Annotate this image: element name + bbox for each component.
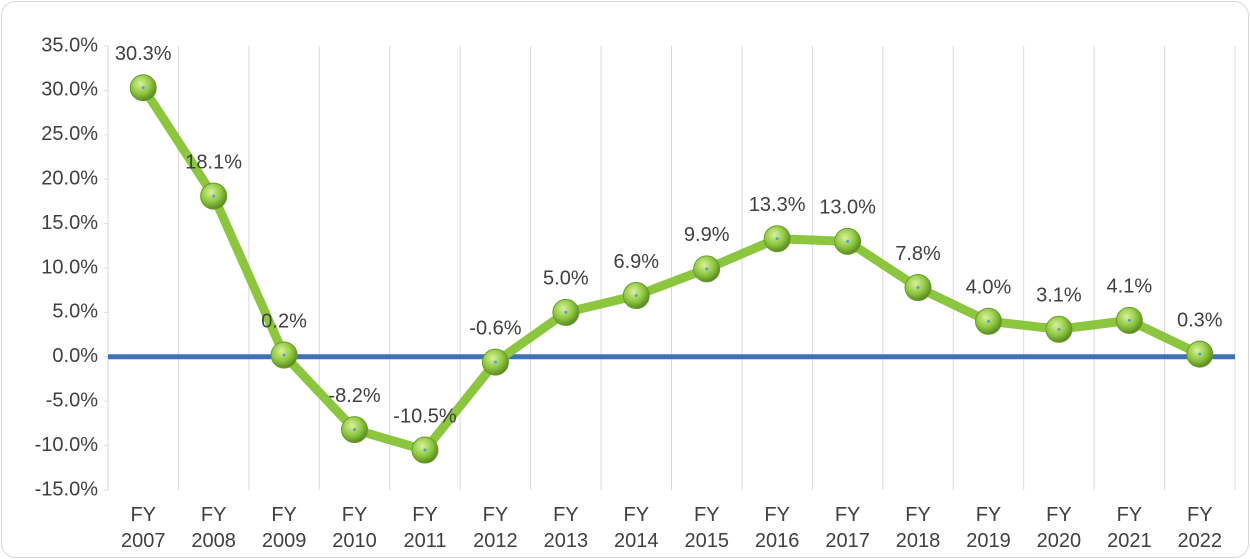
marker-center [1127, 318, 1131, 322]
marker-center [846, 239, 850, 243]
data-label: 13.3% [749, 194, 806, 216]
marker-center [423, 448, 427, 452]
data-label: 0.3% [1177, 309, 1223, 331]
marker-center [353, 428, 357, 432]
y-tick-label: 15.0% [41, 212, 98, 234]
y-tick-label: -15.0% [35, 478, 99, 500]
y-tick-label: 10.0% [41, 256, 98, 278]
data-label: 3.1% [1036, 285, 1082, 307]
x-tick-label: FY 2011 [403, 504, 447, 552]
marker-center [775, 237, 779, 241]
data-label: 18.1% [185, 151, 242, 173]
x-tick-label: FY 2015 [684, 504, 729, 552]
x-tick-label: FY 2021 [1107, 504, 1152, 552]
y-tick-label: -10.0% [35, 434, 99, 456]
x-tick-label: FY 2018 [895, 504, 941, 552]
data-label: 5.0% [543, 268, 589, 290]
data-label: -0.6% [469, 317, 521, 339]
marker-center [212, 194, 216, 198]
x-tick-label: FY 2016 [754, 504, 800, 552]
data-label: 7.8% [895, 243, 941, 265]
x-tick-label: FY 2020 [1036, 504, 1082, 552]
data-label: -10.5% [393, 405, 457, 427]
marker-center [493, 360, 497, 364]
marker-center [705, 267, 709, 271]
marker-center [986, 319, 990, 323]
x-tick-label: FY 2019 [966, 504, 1011, 552]
marker-center [634, 294, 638, 298]
y-tick-label: 5.0% [52, 301, 98, 323]
x-tick-label: FY 2007 [120, 504, 166, 552]
y-tick-label: 25.0% [41, 123, 98, 145]
marker-center [1057, 327, 1061, 331]
x-tick-label: FY 2008 [191, 504, 236, 552]
x-tick-label: FY 2010 [332, 504, 377, 552]
y-tick-label: 30.0% [41, 79, 98, 101]
data-label: 9.9% [684, 224, 730, 246]
data-label: 0.2% [261, 310, 307, 332]
x-tick-label: FY 2022 [1177, 504, 1223, 552]
marker-center [1198, 352, 1202, 356]
x-tick-label: FY 2014 [614, 504, 659, 552]
line [139, 85, 1202, 455]
y-tick-label: 0.0% [52, 345, 98, 367]
marker-center [282, 353, 286, 357]
x-tick-label: FY 2009 [261, 504, 307, 552]
data-label: 6.9% [613, 251, 659, 273]
x-tick-label: FY 2017 [825, 504, 870, 552]
marker-center [141, 86, 145, 90]
x-tick-label: FY 2012 [473, 504, 518, 552]
data-label: 4.0% [966, 277, 1012, 299]
marker-center [564, 310, 568, 314]
data-label: 30.3% [115, 43, 172, 65]
x-tick-label: FY 2013 [543, 504, 589, 552]
data-label: 4.1% [1107, 276, 1153, 298]
y-tick-label: 35.0% [41, 34, 98, 56]
marker-center [916, 286, 920, 290]
data-label: -8.2% [328, 385, 380, 407]
y-tick-label: 20.0% [41, 167, 98, 189]
data-label: 13.0% [819, 197, 876, 219]
y-tick-label: -5.0% [46, 389, 98, 411]
